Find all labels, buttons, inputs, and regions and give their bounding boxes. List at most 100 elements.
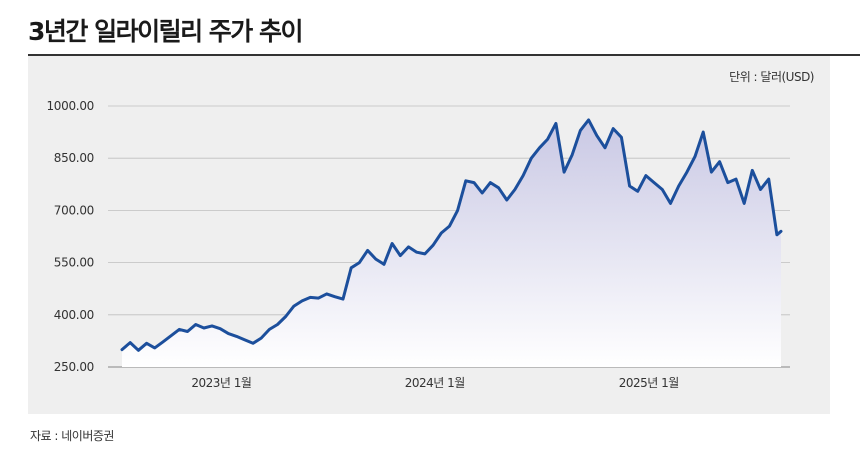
data-point	[194, 323, 197, 326]
data-point	[661, 188, 664, 191]
price-line	[120, 118, 783, 352]
data-point	[645, 174, 647, 177]
data-point	[334, 295, 336, 298]
data-point	[538, 147, 541, 149]
data-point	[170, 334, 172, 337]
data-point	[489, 181, 492, 184]
x-tick-label: 2023년 1월	[191, 376, 251, 390]
data-point	[767, 178, 770, 180]
data-point	[145, 342, 148, 345]
data-point	[718, 160, 721, 163]
data-point	[555, 122, 557, 125]
data-point	[563, 171, 565, 173]
source-label: 자료 : 네이버증권	[30, 429, 114, 443]
x-tick-label: 2025년 1월	[619, 376, 679, 390]
data-point	[497, 187, 500, 189]
y-tick-label: 850.00	[54, 151, 94, 165]
data-point	[751, 169, 754, 172]
data-point	[759, 188, 762, 191]
data-point	[776, 234, 778, 236]
data-point	[268, 328, 271, 331]
data-point	[358, 261, 361, 264]
data-point	[325, 293, 328, 295]
data-point	[186, 330, 189, 333]
data-point	[636, 190, 639, 193]
data-point	[530, 157, 533, 159]
data-point	[260, 337, 263, 339]
y-tick-label: 700.00	[54, 203, 94, 217]
data-point	[522, 174, 524, 177]
y-tick-label: 1000.00	[46, 99, 94, 113]
data-point	[227, 332, 230, 335]
data-point	[440, 232, 443, 234]
data-point	[604, 147, 606, 149]
data-point	[686, 171, 688, 173]
data-point	[456, 209, 459, 212]
data-point	[481, 192, 484, 194]
data-point	[383, 263, 385, 266]
data-point	[203, 327, 205, 329]
data-point	[506, 199, 508, 201]
data-point	[620, 136, 623, 139]
data-point	[309, 296, 312, 299]
data-point	[153, 347, 156, 349]
data-point	[727, 181, 729, 184]
data-point	[342, 298, 344, 300]
data-point	[219, 327, 221, 330]
data-point	[735, 178, 737, 180]
data-point	[244, 339, 246, 341]
data-point	[235, 335, 238, 338]
data-point	[391, 242, 393, 245]
data-points	[121, 119, 782, 352]
data-point	[129, 341, 131, 344]
data-point	[546, 138, 549, 140]
data-point	[162, 341, 164, 343]
data-point	[415, 251, 418, 253]
price-area	[122, 119, 781, 368]
data-point	[596, 134, 598, 137]
data-point	[628, 185, 631, 187]
data-point	[407, 246, 410, 248]
y-tick-label: 250.00	[54, 360, 94, 374]
y-tick-labels: 250.00 400.00 550.00 700.00 850.00 1000.00	[46, 99, 94, 374]
data-point	[178, 328, 181, 331]
data-point	[211, 325, 213, 327]
data-point	[473, 181, 475, 184]
data-point	[677, 185, 680, 187]
y-tick-label: 400.00	[54, 308, 94, 322]
data-point	[121, 348, 123, 351]
y-tick-label: 550.00	[54, 256, 94, 270]
data-point	[653, 181, 655, 184]
data-point	[399, 254, 402, 257]
data-point	[612, 127, 614, 130]
chart-title: 3년간 일라이릴리 주가 추이	[28, 17, 304, 46]
data-point	[375, 258, 377, 260]
unit-label: 단위 : 달러(USD)	[729, 70, 814, 84]
data-point	[252, 342, 254, 345]
data-point	[366, 249, 369, 252]
data-point	[465, 180, 467, 182]
x-tick-label: 2024년 1월	[405, 376, 465, 390]
data-point	[702, 131, 704, 133]
x-tick-labels: 2023년 1월 2024년 1월 2025년 1월	[191, 376, 679, 390]
data-point	[424, 253, 426, 255]
data-point	[448, 225, 451, 227]
data-point	[571, 153, 573, 156]
data-point	[514, 188, 516, 191]
data-point	[587, 119, 590, 121]
data-point	[669, 202, 672, 205]
data-point	[579, 129, 582, 132]
title-divider	[28, 54, 860, 56]
data-point	[780, 230, 782, 233]
data-point	[743, 202, 745, 205]
data-point	[432, 244, 434, 246]
data-point	[301, 300, 303, 302]
data-point	[276, 323, 279, 326]
data-point	[293, 305, 295, 307]
data-point	[694, 155, 696, 158]
data-point	[350, 267, 353, 269]
data-point	[710, 171, 713, 173]
data-point	[137, 349, 140, 352]
data-point	[284, 315, 287, 318]
